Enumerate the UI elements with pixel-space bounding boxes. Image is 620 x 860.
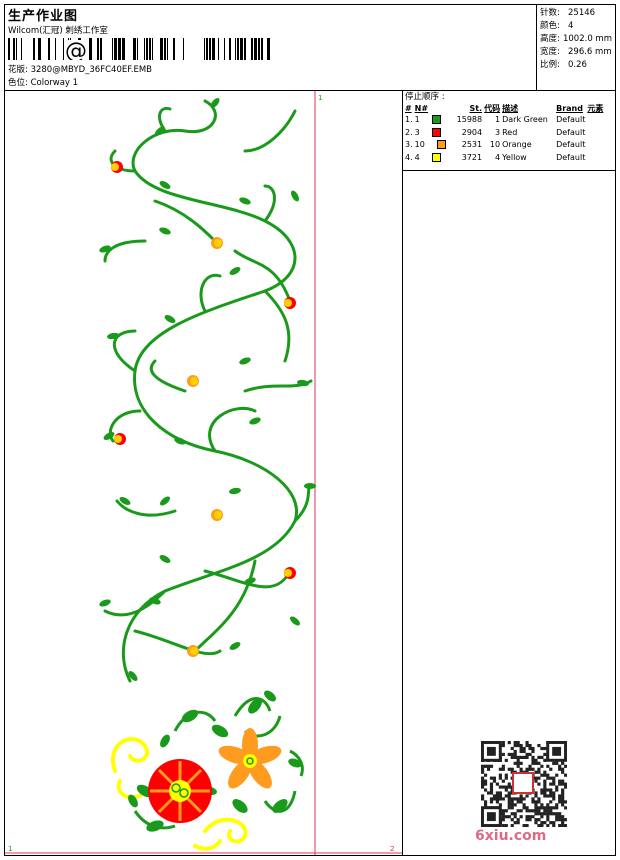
cell-idx: 3. xyxy=(405,140,413,149)
cell-code: 1 xyxy=(495,115,501,124)
table-row[interactable]: 4. 4 3721 4 Yellow Default xyxy=(405,152,605,165)
cell-code: 10 xyxy=(489,140,501,149)
color-swatch xyxy=(432,152,442,162)
cell-idx: 1. xyxy=(405,115,413,124)
stat-scale: 比例: 0.26 xyxy=(540,59,612,72)
cell-desc: Orange xyxy=(502,140,532,149)
cell-n: 4 xyxy=(414,152,420,162)
stats-panel: 针数: 25146 颜色: 4 高度: 1002.0 mm 宽度: 296.6 mm 比… xyxy=(537,5,615,91)
stat-value: 296.6 mm xyxy=(568,47,612,57)
marker-top: 1 xyxy=(318,94,322,102)
qr-code xyxy=(481,741,567,827)
stat-width: 宽度: 296.6 mm xyxy=(540,46,612,59)
cell-n: 3 xyxy=(414,127,420,137)
vine-stems xyxy=(103,99,313,683)
vine-leaves xyxy=(99,98,316,681)
cell-code: 3 xyxy=(495,127,501,137)
design-file-label: 花版: xyxy=(8,65,28,75)
cell-n: 1 xyxy=(414,115,420,124)
col-header: St. xyxy=(469,104,483,113)
cell-brand: Default xyxy=(556,115,586,124)
col-header: 描述 xyxy=(502,104,519,113)
cell-brand: Default xyxy=(556,152,586,162)
col-header: # xyxy=(405,104,412,113)
table-row[interactable]: 3. 10 2531 10 Orange Default xyxy=(405,139,605,152)
stop-sequence-title: 停止顺序 : xyxy=(405,92,445,102)
production-sheet: 生产作业图 Wilcom(汇冠) 刺绣工作室 @ 花版: 3280@MBYD_3… xyxy=(4,4,616,856)
col-header: N# xyxy=(414,104,429,113)
cell-desc: Dark Green xyxy=(502,115,548,124)
cell-desc: Red xyxy=(502,127,518,137)
header-panel: 生产作业图 Wilcom(汇冠) 刺绣工作室 @ 花版: 3280@MBYD_3… xyxy=(5,5,537,91)
marker-bottom-right: 2 xyxy=(390,845,394,853)
col-header: 元素 xyxy=(587,104,604,113)
stat-stitches: 针数: 25146 xyxy=(540,7,612,20)
vine-buds xyxy=(111,161,296,657)
cell-st: 2904 xyxy=(461,127,483,137)
stat-value: 1002.0 mm xyxy=(562,34,612,44)
stat-height: 高度: 1002.0 mm xyxy=(540,33,612,46)
page-title: 生产作业图 xyxy=(8,9,79,24)
table-row[interactable]: 2. 3 2904 3 Red Default xyxy=(405,127,605,140)
svg-text:@: @ xyxy=(65,39,87,60)
embroidery-design-canvas[interactable]: 1 1 2 2 xyxy=(5,91,403,855)
cell-idx: 4. xyxy=(405,152,413,162)
colorway-value: Colorway 1 xyxy=(30,78,79,88)
cell-code: 4 xyxy=(495,152,501,162)
stat-label: 颜色: xyxy=(540,21,560,31)
cell-n: 10 xyxy=(414,140,425,149)
stat-value: 25146 xyxy=(568,8,596,18)
stat-label: 针数: xyxy=(540,8,560,18)
stat-value: 4 xyxy=(568,21,574,31)
corner-flower-motif xyxy=(111,690,304,851)
stat-label: 宽度: xyxy=(540,47,560,57)
cell-brand: Default xyxy=(556,127,586,137)
stop-sequence-table: # N# St. 代码 描述 Brand 元素 1. 1 15988 1 Dark G… xyxy=(405,103,605,164)
cell-idx: 2. xyxy=(405,127,413,137)
colorway-label: 色位: xyxy=(8,78,28,88)
embroidery-design: 1 1 2 2 xyxy=(5,91,402,855)
col-header: Brand xyxy=(556,104,583,113)
company-name: Wilcom(汇冠) 刺绣工作室 xyxy=(8,26,108,36)
barcode: @ xyxy=(8,38,270,60)
watermark: 6xiu.com xyxy=(475,828,547,844)
table-header-row: # N# St. 代码 描述 Brand 元素 xyxy=(405,103,605,114)
stat-value: 0.26 xyxy=(568,60,587,70)
marker-bottom-left: 1 xyxy=(8,845,12,853)
cell-brand: Default xyxy=(556,140,586,149)
stop-sequence-panel: 停止顺序 : # N# St. 代码 描述 Brand 元素 1. 1 15988… xyxy=(403,91,615,171)
cell-st: 2531 xyxy=(461,140,483,149)
colorway: 色位: Colorway 1 xyxy=(8,76,78,88)
col-header: 代码 xyxy=(484,104,501,113)
table-row[interactable]: 1. 1 15988 1 Dark Green Default xyxy=(405,114,605,127)
stat-colors: 颜色: 4 xyxy=(540,20,612,33)
stat-label: 比例: xyxy=(540,60,560,70)
design-file-value: 3280@MBYD_36FC40EF.EMB xyxy=(30,65,152,75)
cell-desc: Yellow xyxy=(502,152,527,162)
design-file: 花版: 3280@MBYD_36FC40EF.EMB xyxy=(8,63,152,75)
color-swatch xyxy=(432,127,442,137)
color-swatch xyxy=(437,140,447,149)
cell-st: 15988 xyxy=(456,115,483,124)
color-swatch xyxy=(432,115,442,124)
stat-label: 高度: xyxy=(540,34,560,44)
cell-st: 3721 xyxy=(461,152,483,162)
